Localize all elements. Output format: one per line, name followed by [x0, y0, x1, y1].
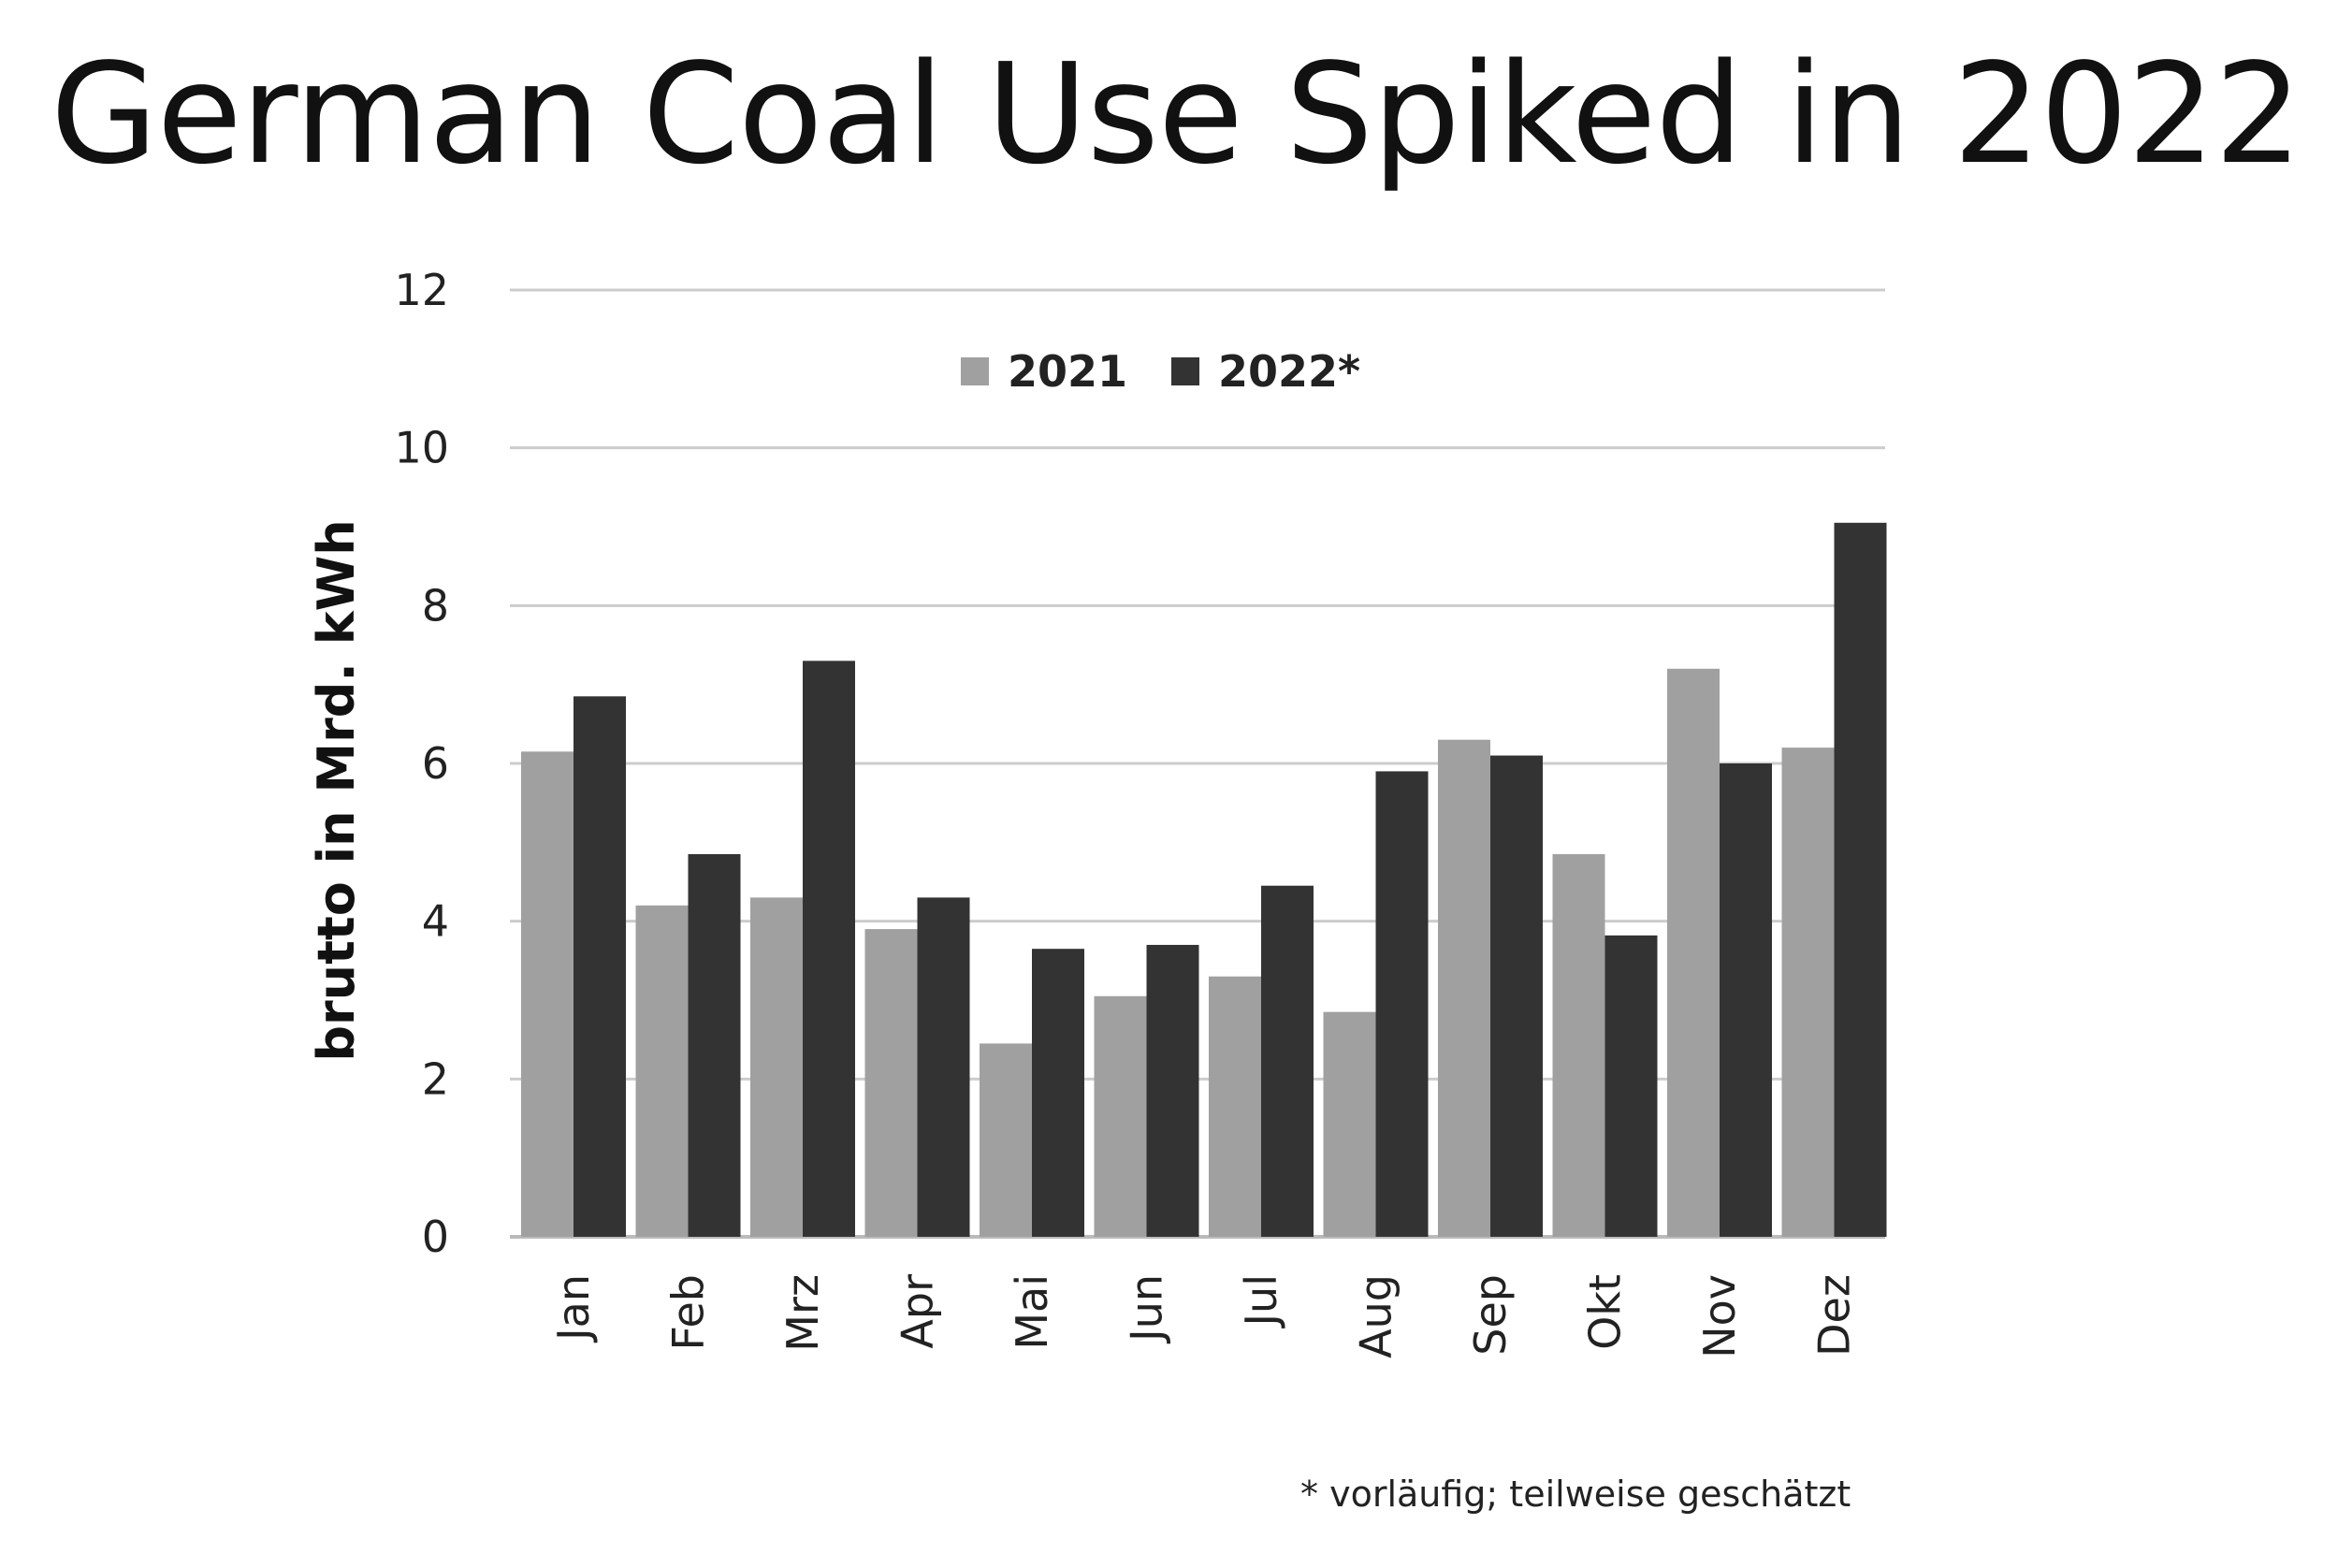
y-tick-label-6: 6	[422, 738, 449, 789]
bar-2022-sep	[1490, 755, 1543, 1237]
bar-2021-nov	[1667, 668, 1720, 1237]
x-tick-label-jan: Jan	[548, 1274, 599, 1343]
bar-2022-dez	[1834, 522, 1887, 1237]
y-tick-label-10: 10	[394, 423, 449, 473]
x-tick-label-jul: Jul	[1236, 1274, 1286, 1329]
legend-label-2022: 2022*	[1218, 346, 1360, 397]
y-axis-ticks: 0 2 4 6 8 10 12	[394, 265, 449, 1262]
y-tick-label-2: 2	[422, 1053, 449, 1104]
bar-2022-mrz	[803, 661, 855, 1237]
bar-2021-mrz	[750, 897, 803, 1237]
bar-2021-apr	[864, 929, 918, 1237]
x-tick-label-mai: Mai	[1007, 1274, 1057, 1350]
x-axis-ticks: Jan Feb Mrz Apr Mai Jun Jul Aug Sep Okt Nov Dez	[548, 1274, 1860, 1358]
bar-2021-jan	[521, 751, 573, 1237]
y-tick-label-8: 8	[422, 580, 449, 631]
x-tick-label-dez: Dez	[1809, 1274, 1860, 1357]
x-tick-label-nov: Nov	[1694, 1274, 1745, 1358]
bar-2022-jan	[573, 696, 626, 1237]
legend-label-2021: 2021	[1008, 346, 1127, 397]
bar-2022-jun	[1146, 944, 1199, 1237]
y-tick-label-0: 0	[422, 1212, 449, 1262]
x-tick-label-sep: Sep	[1465, 1274, 1516, 1356]
footnote: * vorläufig; teilweise geschätzt	[1300, 1474, 1851, 1515]
bar-2021-jun	[1094, 995, 1147, 1237]
x-tick-label-okt: Okt	[1580, 1274, 1631, 1350]
bar-2021-jul	[1209, 976, 1261, 1237]
x-tick-label-mrz: Mrz	[777, 1274, 828, 1352]
bar-2021-aug	[1323, 1011, 1376, 1237]
bar-2022-feb	[688, 853, 741, 1237]
bar-2021-dez	[1781, 748, 1835, 1237]
y-tick-label-12: 12	[394, 265, 449, 315]
page-title: German Coal Use Spiked in 2022	[50, 34, 2302, 195]
legend-swatch-2021	[961, 357, 989, 385]
y-axis-label: brutto in Mrd. kWh	[307, 519, 366, 1061]
bar-2021-feb	[635, 905, 689, 1237]
x-tick-label-jun: Jun	[1122, 1274, 1172, 1344]
bar-2022-nov	[1720, 763, 1772, 1237]
x-tick-label-apr: Apr	[893, 1274, 943, 1349]
x-tick-label-feb: Feb	[663, 1274, 714, 1350]
bar-2022-jul	[1261, 885, 1314, 1237]
bar-2021-mai	[980, 1043, 1032, 1237]
y-tick-label-4: 4	[422, 896, 449, 947]
bar-2022-apr	[917, 897, 970, 1237]
bars	[521, 522, 1887, 1237]
legend-swatch-2022	[1171, 357, 1199, 385]
bar-2022-okt	[1604, 935, 1658, 1237]
legend: 2021 2022*	[961, 346, 1360, 397]
x-tick-label-aug: Aug	[1351, 1274, 1401, 1358]
bar-2022-aug	[1375, 771, 1429, 1237]
bar-2022-mai	[1032, 949, 1084, 1237]
bar-2021-okt	[1552, 853, 1605, 1237]
bar-2021-sep	[1438, 739, 1490, 1237]
